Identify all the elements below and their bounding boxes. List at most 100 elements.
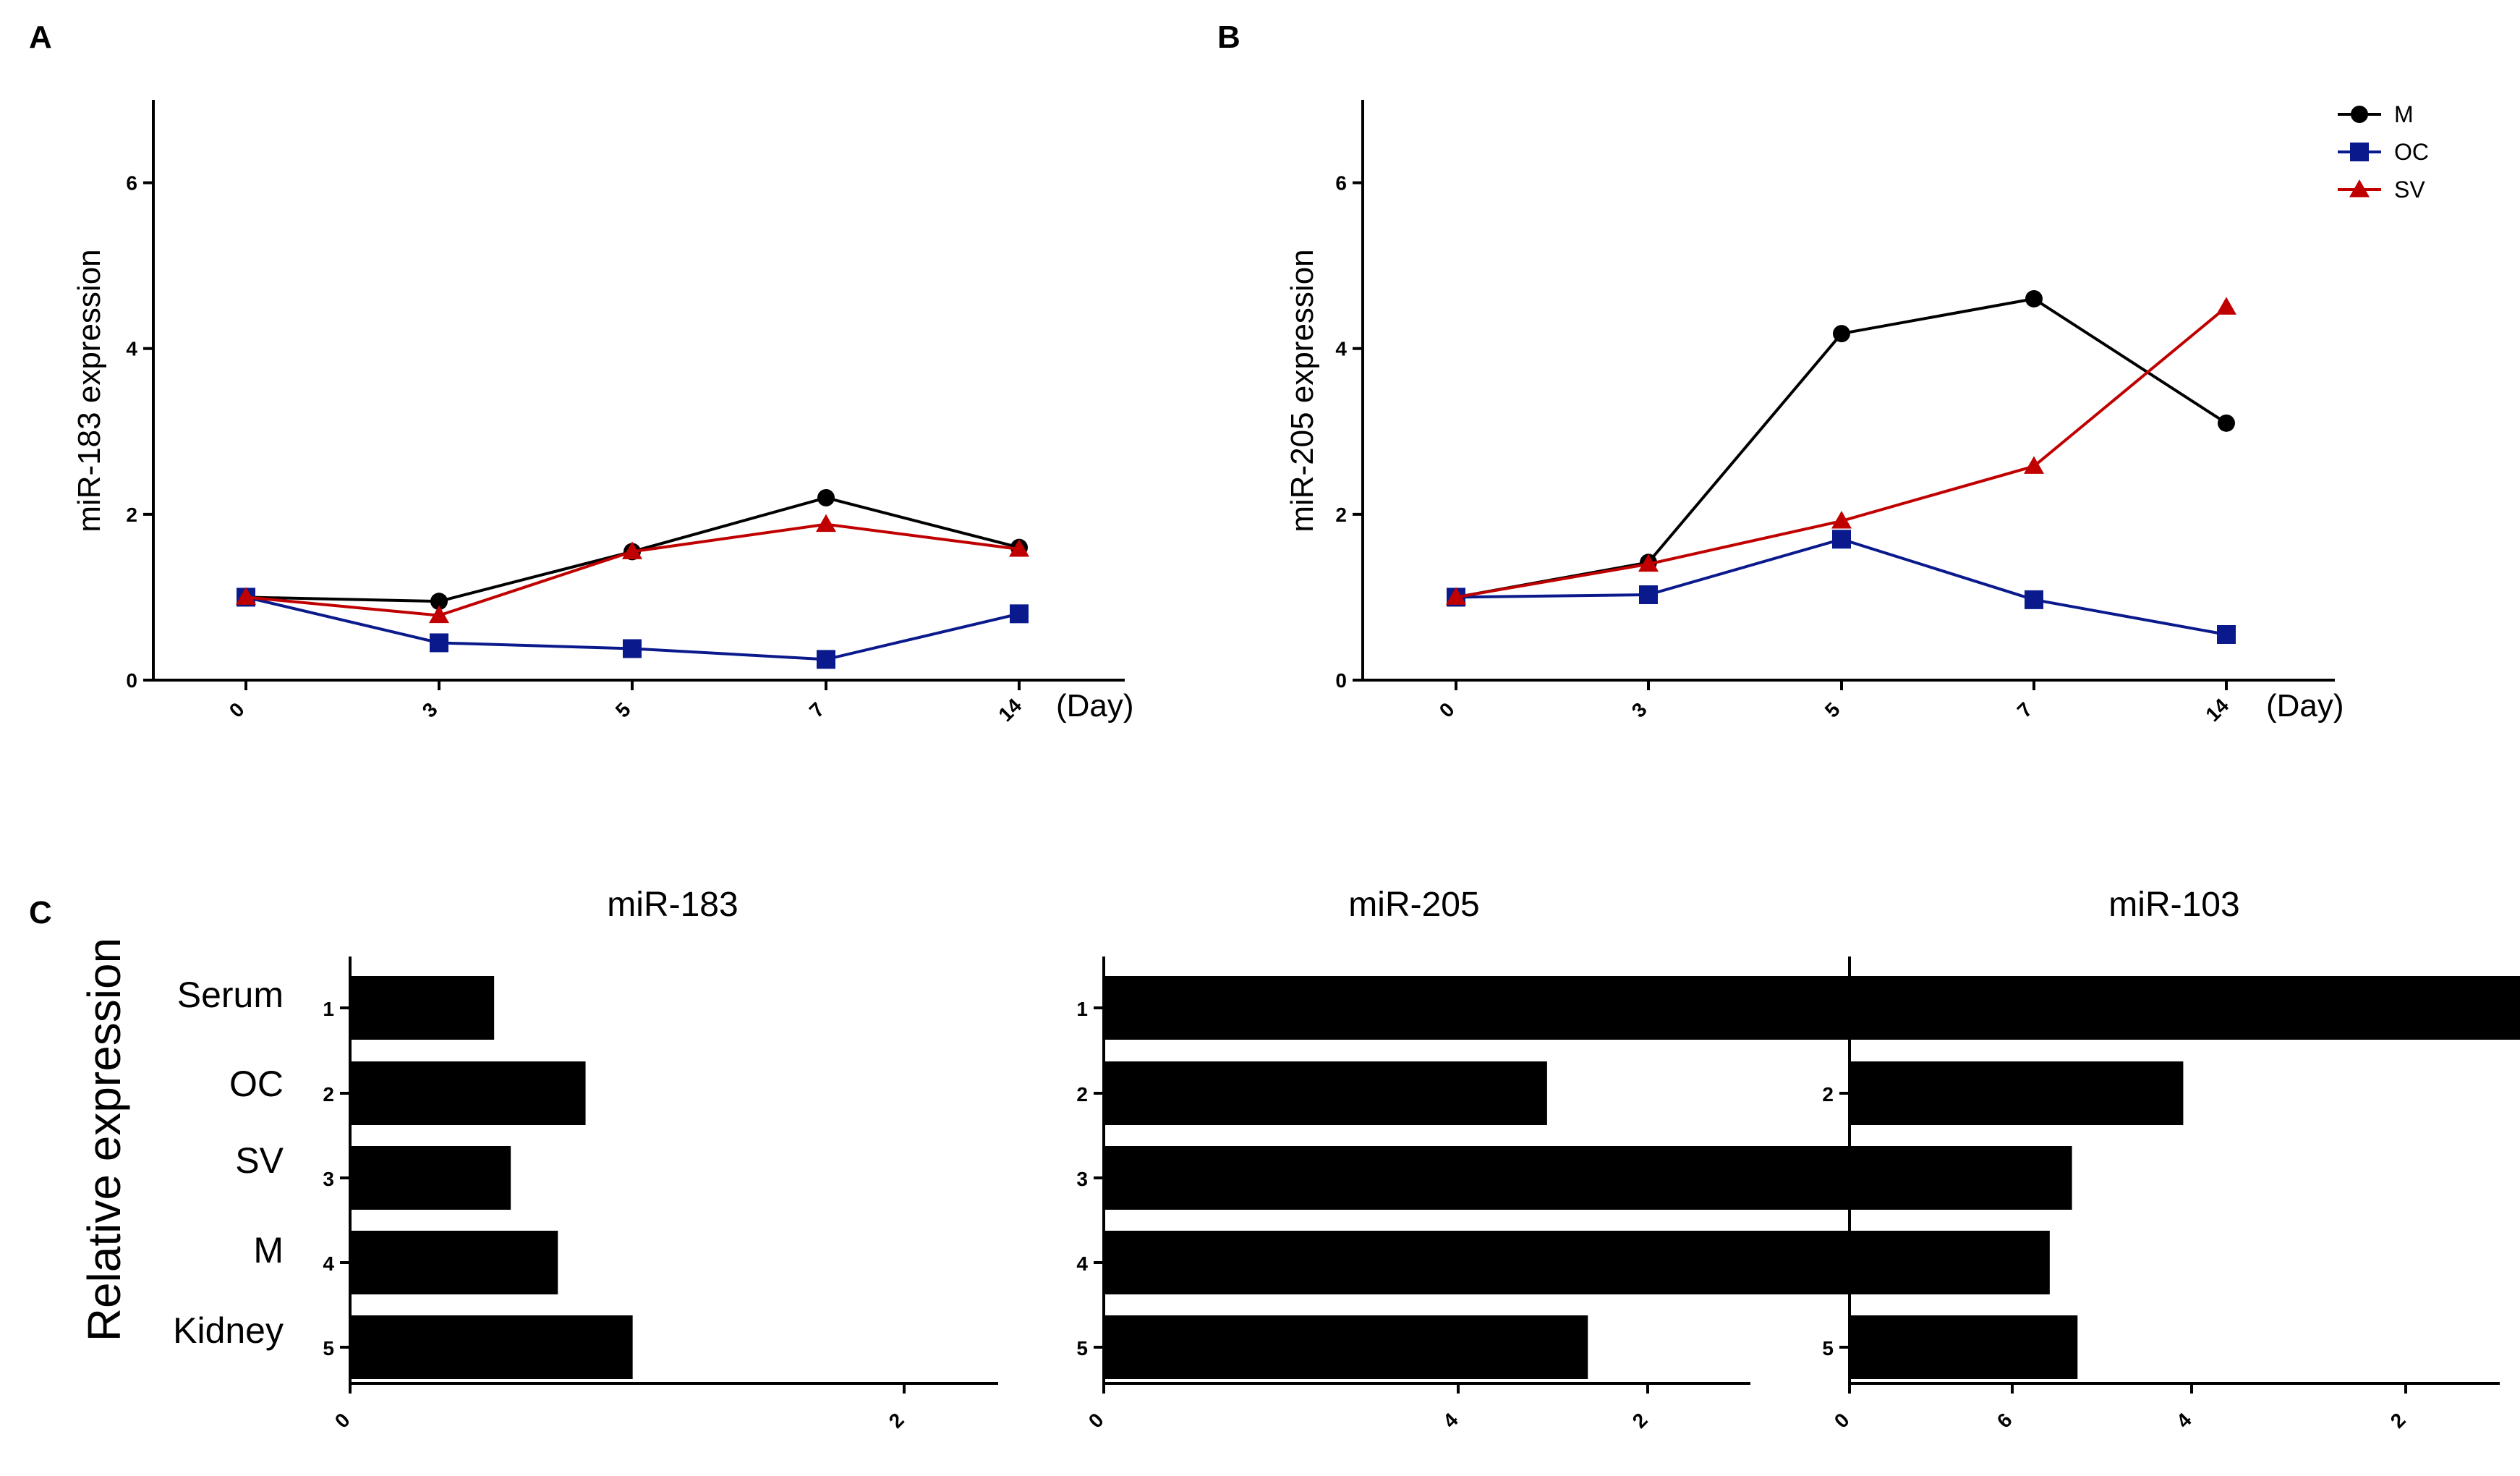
category-label: OC <box>229 1064 284 1104</box>
bar <box>350 1146 511 1210</box>
legend: M OC SV <box>2338 101 2429 203</box>
x-tick-label: 0 <box>1084 1409 1108 1433</box>
x-tick-label: 2 <box>1628 1409 1652 1433</box>
series-line <box>245 522 1020 617</box>
data-point <box>430 633 448 653</box>
legend-marker <box>2351 106 2368 123</box>
chart-c: C Relative expression Serum OC SV M Kidney miR-… <box>29 886 2520 1433</box>
legend-label: SV <box>2394 177 2425 203</box>
category-number: 4 <box>1076 1252 1088 1275</box>
bar <box>1849 1315 2078 1379</box>
x-tick-label: 0 <box>331 1409 354 1433</box>
data-point <box>817 650 835 669</box>
x-tick-label: 7 <box>2013 698 2037 722</box>
data-point <box>430 593 448 611</box>
data-point <box>2218 414 2235 432</box>
category-number: 2 <box>1076 1083 1088 1106</box>
data-point <box>1639 585 1658 604</box>
bar <box>1104 1231 1901 1294</box>
bar <box>1104 976 2520 1040</box>
data-point <box>1638 554 1659 572</box>
bar <box>1104 1315 1588 1379</box>
y-tick-label: 2 <box>126 504 137 526</box>
y-tick-label: 2 <box>1335 504 1347 526</box>
data-point <box>2216 297 2236 315</box>
data-point <box>2025 289 2043 308</box>
series-line <box>1455 297 2228 599</box>
panel-letter: B <box>1217 20 1240 55</box>
series-oc <box>1447 530 2236 644</box>
x-tick-label: 0 <box>1830 1409 1854 1433</box>
bar <box>1104 1061 1547 1125</box>
legend-marker <box>2349 179 2370 198</box>
x-tick-label: 14 <box>2201 694 2233 726</box>
series-sv <box>236 514 1029 624</box>
series-line <box>1455 538 2227 636</box>
data-point <box>2217 624 2236 644</box>
data-point <box>429 605 449 624</box>
category-number: 3 <box>1076 1168 1088 1190</box>
category-number: 1 <box>1822 998 1834 1020</box>
chart-a: A 0 2 4 6 0 3 5 7 14 (Day) miR-183 expression <box>29 20 1134 726</box>
legend-label: OC <box>2394 139 2429 165</box>
panel-letter: C <box>29 895 52 930</box>
legend-label: M <box>2394 101 2414 127</box>
chart-b: B 0 2 4 6 0 3 5 7 14 (Day) miR-205 expression M OC SV <box>1217 20 2429 726</box>
x-tick-label: 7 <box>805 698 829 722</box>
x-tick-label: 6 <box>1993 1409 2017 1433</box>
category-number: 5 <box>323 1337 334 1360</box>
category-number: 3 <box>1822 1168 1834 1190</box>
category-number: 2 <box>323 1083 334 1106</box>
category-number: 1 <box>1076 998 1088 1020</box>
category-number: 5 <box>1822 1337 1834 1360</box>
category-number: 5 <box>1076 1337 1088 1360</box>
category-label: M <box>253 1230 284 1271</box>
bar <box>1849 1231 2050 1294</box>
category-number: 3 <box>323 1168 334 1190</box>
data-point <box>236 587 256 605</box>
data-point <box>1832 530 1851 549</box>
y-tick-label: 4 <box>126 338 137 360</box>
series-sv <box>1446 297 2236 605</box>
subplot-mir-205: miR-205 1 2 3 4 5 0 2 4 6 <box>1076 886 2520 1433</box>
data-point <box>2025 590 2043 609</box>
x-tick-label: 3 <box>418 698 442 722</box>
subplot-mir-183: miR-183 1 2 3 4 5 0 2 4 6 <box>323 886 2016 1433</box>
data-point <box>1446 587 1466 605</box>
category-label: Serum <box>177 975 284 1015</box>
x-tick-label: 4 <box>1439 1409 1463 1433</box>
data-point <box>817 488 835 506</box>
bar <box>350 976 495 1040</box>
y-tick-label: 4 <box>1335 338 1347 360</box>
category-number: 4 <box>323 1252 334 1275</box>
category-number: 4 <box>1822 1252 1834 1275</box>
y-tick-label: 6 <box>126 172 137 195</box>
subplot-mir-103: miR-103 1 2 3 4 5 0 2 4 6 <box>1822 886 2500 1433</box>
y-axis-title: miR-205 expression <box>1285 249 1320 532</box>
data-point <box>2024 456 2044 474</box>
bar <box>1849 1146 2072 1210</box>
legend-marker <box>2350 143 2369 161</box>
series-m <box>1447 289 2235 606</box>
y-axis-title: Relative expression <box>78 938 130 1342</box>
data-point <box>623 639 642 658</box>
bar <box>350 1231 558 1294</box>
y-axis-title: miR-183 expression <box>72 249 107 532</box>
data-point <box>1831 511 1852 529</box>
x-tick-label: 5 <box>1821 698 1844 722</box>
x-tick-label: 4 <box>2172 1409 2196 1433</box>
data-point <box>816 514 836 533</box>
data-point <box>1009 538 1029 557</box>
data-point <box>1833 325 1850 343</box>
data-point <box>1010 604 1029 624</box>
bar <box>350 1061 586 1125</box>
subplot-title: miR-103 <box>2108 886 2239 924</box>
subplot-title: miR-183 <box>607 886 738 924</box>
category-number: 1 <box>323 998 334 1020</box>
category-label: SV <box>235 1140 284 1181</box>
y-tick-label: 0 <box>126 669 137 692</box>
y-tick-label: 6 <box>1335 172 1347 195</box>
bar <box>1849 976 2114 1040</box>
category-number: 2 <box>1822 1083 1834 1106</box>
